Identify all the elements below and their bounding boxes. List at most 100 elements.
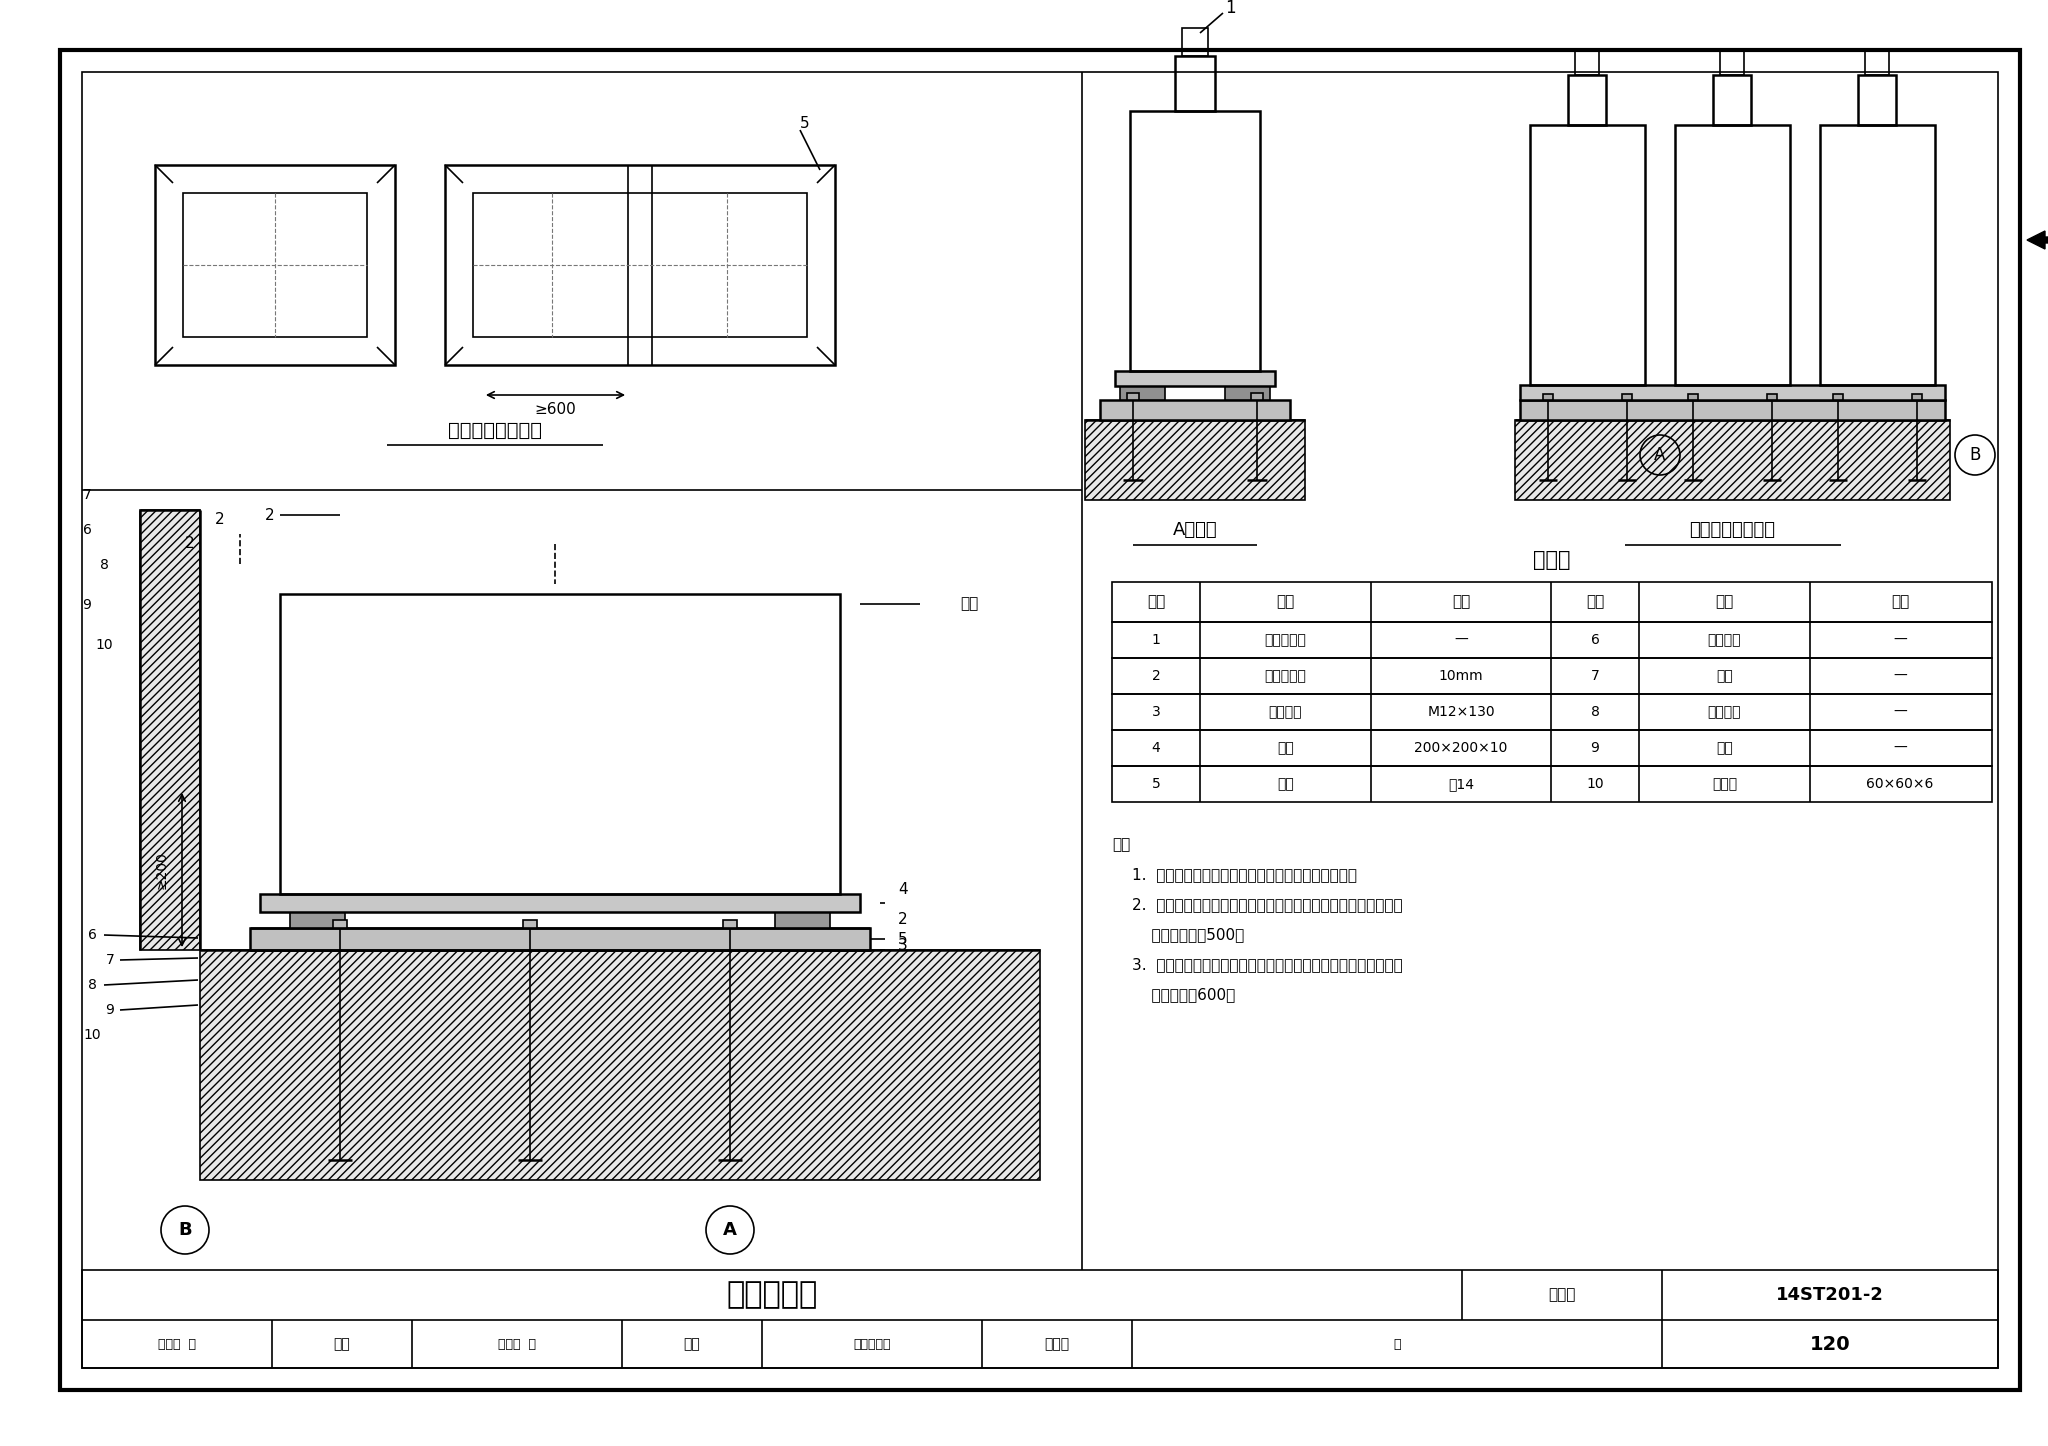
Text: 120: 120	[1810, 1335, 1849, 1353]
Text: —: —	[1892, 706, 1907, 719]
Text: 5: 5	[899, 931, 907, 947]
Bar	[281, 594, 840, 894]
Text: 10: 10	[1587, 777, 1604, 791]
Text: 10: 10	[94, 638, 113, 652]
Text: 设备底座: 设备底座	[1708, 633, 1741, 646]
Bar	[1112, 766, 1993, 803]
Text: 9: 9	[1591, 740, 1599, 755]
Text: 3: 3	[899, 937, 907, 953]
Text: 8: 8	[1591, 706, 1599, 719]
Text: 7: 7	[82, 487, 92, 502]
Text: 刘淼: 刘淼	[684, 1338, 700, 1351]
Text: 4: 4	[899, 882, 907, 897]
Bar	[1112, 581, 1993, 622]
Bar	[156, 165, 395, 364]
FancyArrow shape	[2028, 231, 2048, 249]
Text: 60×60×6: 60×60×6	[1866, 777, 1933, 791]
Text: 1: 1	[1225, 0, 1235, 17]
Bar	[1833, 393, 1843, 401]
Text: 室外机安装基础图: 室外机安装基础图	[449, 421, 543, 440]
Text: 弹簧垫圈: 弹簧垫圈	[1708, 706, 1741, 719]
Text: 编号: 编号	[1585, 594, 1604, 610]
Bar	[1712, 75, 1751, 124]
Text: 1.  单台室外机上方有障碍物时，四周不应有障碍物。: 1. 单台室外机上方有障碍物时，四周不应有障碍物。	[1133, 868, 1358, 882]
Polygon shape	[201, 950, 1040, 1180]
Text: —: —	[1892, 669, 1907, 683]
Text: 9: 9	[82, 599, 92, 612]
Text: 5: 5	[1151, 777, 1161, 791]
Text: 室外机安装: 室外机安装	[727, 1281, 817, 1310]
Text: 距不宜小于600。: 距不宜小于600。	[1133, 988, 1235, 1002]
Bar	[1858, 75, 1896, 124]
Text: B: B	[178, 1220, 193, 1239]
Bar	[334, 920, 346, 928]
Bar	[1675, 124, 1790, 385]
Text: 设计严赏斌: 设计严赏斌	[854, 1338, 891, 1351]
Bar	[1176, 56, 1214, 111]
Text: 7: 7	[1591, 669, 1599, 683]
Bar	[260, 894, 860, 912]
Text: 3.  对于地铁内安装的多台并列室外机，每台室外机左右两侧的间: 3. 对于地铁内安装的多台并列室外机，每台室外机左右两侧的间	[1133, 957, 1403, 972]
Bar	[1112, 658, 1993, 694]
Text: ≥600: ≥600	[535, 402, 575, 418]
Text: 校对刘  森: 校对刘 森	[498, 1338, 537, 1351]
Text: B: B	[1970, 445, 1980, 464]
Bar	[1251, 393, 1264, 401]
Text: 4: 4	[1151, 740, 1161, 755]
Text: 2: 2	[215, 512, 225, 526]
Bar	[1112, 730, 1993, 766]
Text: ＂14: ＂14	[1448, 777, 1475, 791]
Text: 弘辰: 弘辰	[334, 1338, 350, 1351]
Bar	[1182, 27, 1208, 56]
Bar	[182, 192, 367, 337]
Text: 螺母: 螺母	[1716, 669, 1733, 683]
Text: 槽钢: 槽钢	[1278, 777, 1294, 791]
Polygon shape	[1085, 419, 1305, 500]
Bar	[1520, 385, 1946, 401]
Text: 膨胀螺栓: 膨胀螺栓	[1270, 706, 1303, 719]
Text: —: —	[1892, 633, 1907, 646]
Text: 8: 8	[100, 558, 109, 573]
Bar	[1530, 124, 1645, 385]
Text: 7: 7	[106, 953, 115, 967]
Text: 页: 页	[1393, 1338, 1401, 1351]
Bar	[473, 192, 807, 337]
Text: 面间距不小于500。: 面间距不小于500。	[1133, 927, 1245, 941]
Bar	[522, 920, 537, 928]
Text: 严贡斌: 严贡斌	[1044, 1338, 1069, 1351]
Text: 名称: 名称	[1276, 594, 1294, 610]
Text: 橡胶垫: 橡胶垫	[1712, 777, 1737, 791]
Bar	[291, 912, 344, 928]
Text: A: A	[1655, 445, 1665, 464]
Polygon shape	[139, 510, 201, 950]
Text: 3: 3	[1151, 706, 1161, 719]
Bar	[1130, 111, 1260, 372]
Polygon shape	[1516, 419, 1950, 500]
Bar	[1720, 51, 1745, 75]
Text: 室外机安装立面图: 室外机安装立面图	[1690, 521, 1776, 539]
Text: 10mm: 10mm	[1438, 669, 1483, 683]
Bar	[82, 72, 1999, 1368]
Bar	[1575, 51, 1599, 75]
Bar	[723, 920, 737, 928]
Text: 6: 6	[88, 928, 96, 941]
Bar	[1126, 393, 1139, 401]
Text: 注：: 注：	[1112, 837, 1130, 852]
Text: —: —	[1454, 633, 1468, 646]
Bar	[1569, 75, 1606, 124]
Text: 1: 1	[1151, 633, 1161, 646]
Bar	[82, 1270, 1999, 1368]
Text: 2: 2	[1151, 669, 1161, 683]
Bar	[1913, 393, 1921, 401]
Bar	[774, 912, 829, 928]
Text: 14ST201-2: 14ST201-2	[1776, 1285, 1884, 1304]
Text: 规格: 规格	[1890, 594, 1909, 610]
Text: 图集号: 图集号	[1548, 1287, 1575, 1303]
Bar	[1821, 124, 1935, 385]
Bar	[1120, 386, 1165, 401]
Text: ≥200: ≥200	[156, 852, 170, 889]
Bar	[444, 165, 836, 364]
Text: 名称: 名称	[1716, 594, 1733, 610]
Bar	[1622, 393, 1632, 401]
Text: 2: 2	[184, 536, 195, 551]
